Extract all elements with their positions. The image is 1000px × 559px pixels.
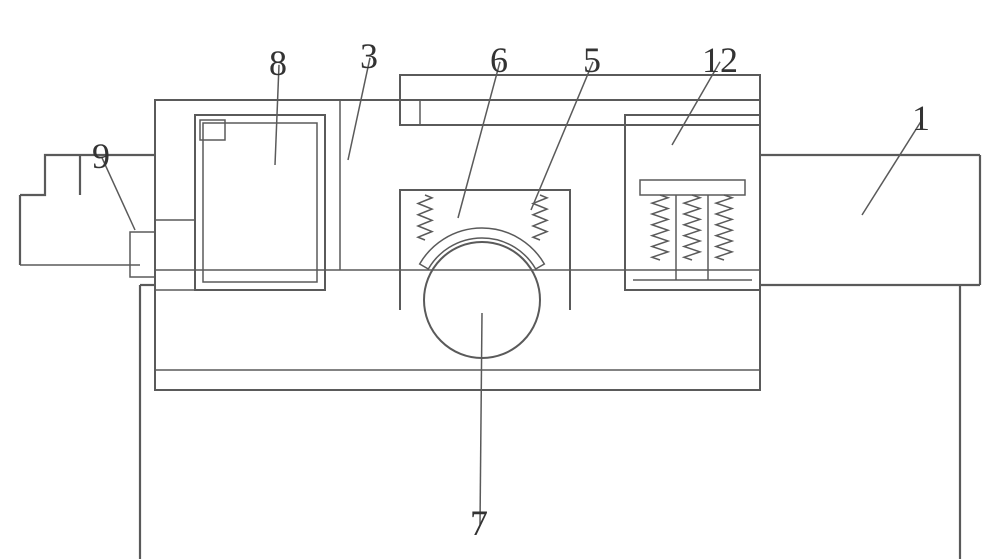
callout-label-7: 7 [470, 505, 488, 541]
callout-label-8: 8 [269, 45, 287, 81]
callout-label-1: 1 [912, 100, 930, 136]
diagram-svg [0, 0, 1000, 559]
callout-label-6: 6 [490, 42, 508, 78]
callout-label-5: 5 [583, 42, 601, 78]
callout-label-12: 12 [702, 42, 738, 78]
callout-label-3: 3 [360, 38, 378, 74]
diagram-stage: 9 8 3 6 5 12 1 7 [0, 0, 1000, 559]
callout-label-9: 9 [92, 138, 110, 174]
